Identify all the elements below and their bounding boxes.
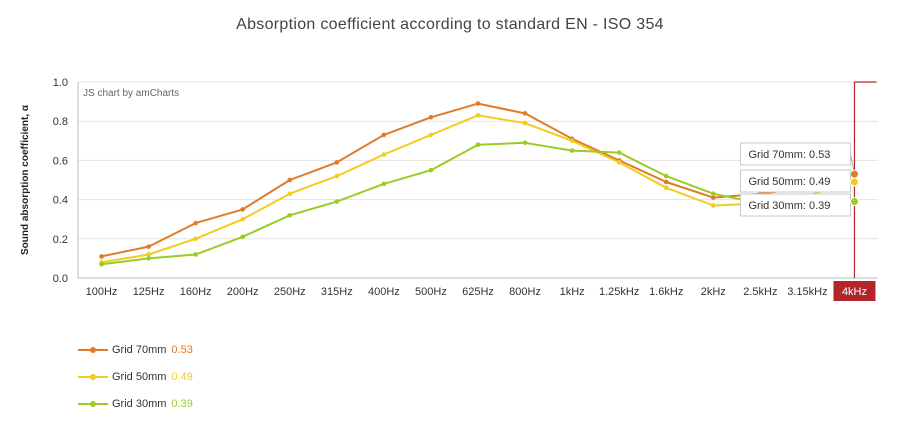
data-point[interactable] [287,212,293,218]
data-point[interactable] [663,173,669,179]
amcharts-credit[interactable]: JS chart by amCharts [83,88,179,99]
tooltip-box [739,142,851,166]
x-tick-label: 400Hz [368,286,400,298]
data-point[interactable] [334,160,340,165]
legend-item-series-3[interactable]: Grid 30mm 0.39 [78,390,193,417]
x-tick-label: 800Hz [509,286,541,298]
data-point[interactable] [616,150,622,155]
data-point[interactable] [287,177,293,183]
data-point[interactable] [569,148,575,153]
x-tick-label: 1.6kHz [649,286,683,298]
legend-label-series-3: Grid 30mm [112,397,167,410]
legend-label-series-2: Grid 50mm [112,370,167,383]
chart-title: Absorption coefficient according to stan… [236,16,664,33]
data-point[interactable] [99,261,104,267]
data-point[interactable] [522,111,528,116]
x-tick-label: 100Hz [86,286,118,298]
data-point[interactable] [522,140,528,146]
data-point[interactable] [663,179,669,185]
legend-value-series-1: 0.53 [171,343,193,356]
data-point[interactable] [428,167,434,173]
legend-item-series-1[interactable]: Grid 70mm 0.53 [78,336,193,363]
legend-marker-series-2 [78,372,108,382]
cursor-bullet [849,169,859,179]
tooltip-text: Grid 30mm: 0.39 [748,200,830,212]
y-tick-label: 1.0 [53,77,68,89]
x-tick-label: 160Hz [180,286,212,298]
x-tick-label: 625Hz [462,286,494,298]
legend-marker-series-3 [78,399,108,409]
y-tick-label: 0.6 [53,155,68,167]
data-point[interactable] [381,181,387,187]
data-point[interactable] [710,195,716,200]
data-point[interactable] [475,142,481,148]
cursor-bullet [849,177,859,187]
tooltip-text: Grid 70mm: 0.53 [748,149,830,161]
x-tick-label: 2kHz [701,286,726,298]
data-point[interactable] [428,114,434,120]
x-tick-label: 1.25kHz [599,286,639,298]
y-axis-label: Sound absorption coefficient, α [20,104,31,255]
legend-marker-series-1 [78,345,108,355]
data-point[interactable] [381,152,387,157]
data-point[interactable] [146,256,151,261]
data-point[interactable] [334,199,340,204]
x-tick-label: 1kHz [560,286,585,298]
data-point[interactable] [475,113,481,118]
data-point[interactable] [663,185,669,191]
chart-legend: Grid 70mm 0.53 Grid 50mm 0.49 Grid 30mm … [78,336,193,417]
x-tick-label: 315Hz [321,286,353,298]
cursor-category-badge [833,281,876,301]
data-point[interactable] [616,160,622,165]
x-tick-label: 200Hz [227,286,259,298]
y-tick-label: 0.0 [53,273,68,285]
data-point[interactable] [240,234,246,240]
data-point[interactable] [193,252,198,257]
data-point[interactable] [381,132,387,138]
data-point[interactable] [428,132,434,138]
cursor-category-label: 4kHz [842,286,867,298]
legend-value-series-2: 0.49 [171,370,193,383]
data-point[interactable] [287,191,293,197]
legend-item-series-2[interactable]: Grid 50mm 0.49 [78,363,193,390]
x-tick-label: 2.5kHz [743,286,777,298]
x-tick-label: 250Hz [274,286,306,298]
data-point[interactable] [146,252,151,257]
data-point[interactable] [99,254,104,259]
tooltip-text: Grid 50mm: 0.49 [748,176,830,188]
data-point[interactable] [522,120,528,126]
data-point[interactable] [240,216,246,222]
y-tick-label: 0.8 [53,116,68,128]
cursor-bullet [849,197,859,207]
x-tick-label: 500Hz [415,286,447,298]
data-point[interactable] [475,101,481,106]
data-point[interactable] [710,203,716,208]
x-tick-label: 125Hz [133,286,165,298]
legend-label-series-1: Grid 70mm [112,343,167,356]
y-tick-label: 0.2 [53,234,68,246]
data-point[interactable] [193,220,198,226]
y-tick-label: 0.4 [53,195,68,207]
data-point[interactable] [240,207,246,212]
legend-value-series-3: 0.39 [171,397,193,410]
data-point[interactable] [710,191,716,197]
data-point[interactable] [146,244,151,249]
data-point[interactable] [569,138,575,144]
data-point[interactable] [193,236,198,242]
x-tick-label: 3.15kHz [787,286,827,298]
data-point[interactable] [334,173,340,179]
tooltip-box [739,193,851,217]
